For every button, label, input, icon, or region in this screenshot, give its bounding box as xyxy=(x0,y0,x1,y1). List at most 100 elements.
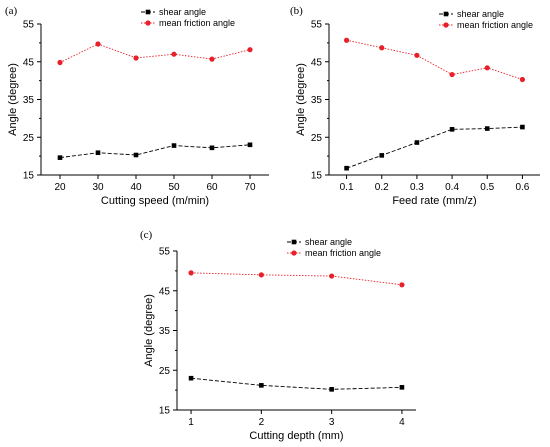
data-point xyxy=(209,145,215,151)
x-tick-label: 60 xyxy=(206,182,218,193)
y-tick-label: 45 xyxy=(311,57,323,68)
data-point xyxy=(399,385,405,390)
data-point xyxy=(95,150,101,156)
data-point xyxy=(95,41,101,47)
data-point xyxy=(259,383,264,388)
data-point xyxy=(188,270,194,276)
data-point xyxy=(344,165,349,171)
series-line xyxy=(59,144,251,159)
series-shear-angle xyxy=(344,124,525,171)
data-point xyxy=(484,65,490,71)
x-tick-label: 4 xyxy=(399,417,405,428)
x-tick-label: 0.2 xyxy=(375,182,389,193)
data-point xyxy=(209,56,215,62)
y-tick-label: 45 xyxy=(159,286,171,297)
y-axis-title: Angle (degree) xyxy=(295,63,307,136)
x-tick-label: 0.3 xyxy=(410,182,424,193)
series-line xyxy=(191,272,402,286)
y-tick-label: 55 xyxy=(159,247,171,258)
data-point xyxy=(519,76,526,83)
legend-marker xyxy=(291,250,297,256)
data-point xyxy=(247,47,253,53)
x-tick-label: 1 xyxy=(188,417,194,428)
x-tick-label: 40 xyxy=(130,182,142,193)
data-point xyxy=(329,273,335,279)
data-point xyxy=(57,59,63,66)
data-point xyxy=(449,71,455,78)
data-point xyxy=(171,143,177,148)
chart-panel-3: (c) 15 25 35 45 55 1 2 3 4 Cutting depth (mm) Angle… xyxy=(140,229,416,442)
x-axis-title: Feed rate (mm/z) xyxy=(392,195,476,207)
data-point xyxy=(329,387,334,392)
x-tick-label: 0.5 xyxy=(480,182,494,193)
panel-label: (a) xyxy=(5,5,18,17)
panel-label: (c) xyxy=(140,229,153,241)
legend-label: mean friction angle xyxy=(159,18,235,28)
y-tick-label: 15 xyxy=(311,171,323,182)
legend-label: mean friction angle xyxy=(457,20,533,30)
panel-label: (b) xyxy=(290,5,303,17)
y-tick-label: 55 xyxy=(23,20,35,31)
chart-panel-2: (b) 15 25 35 45 55 0.1 0.2 0.3 0.4 0.5 0.6 Feed rate… xyxy=(290,5,540,207)
legend-label: shear angle xyxy=(457,9,504,19)
y-tick-label: 35 xyxy=(23,95,35,106)
series-mean-friction-angle xyxy=(343,37,526,83)
x-tick-label: 50 xyxy=(168,182,180,193)
data-point xyxy=(379,45,385,51)
x-tick-label: 70 xyxy=(244,182,256,193)
x-tick-label: 0.1 xyxy=(340,182,354,193)
x-axis-title: Cutting depth (mm) xyxy=(249,430,343,442)
legend-marker xyxy=(145,9,151,15)
y-tick-label: 45 xyxy=(23,57,35,68)
data-point xyxy=(343,37,350,43)
series-mean-friction-angle xyxy=(57,41,253,66)
y-tick-label: 15 xyxy=(23,171,35,182)
x-axis-title: Cutting speed (m/min) xyxy=(101,195,209,207)
y-tick-label: 35 xyxy=(159,326,171,337)
x-tick-label: 20 xyxy=(54,182,66,193)
legend-marker xyxy=(145,20,151,26)
data-point xyxy=(133,152,139,158)
chart-panel-1: (a) 15 25 35 45 55 20 30 40 50 60 70 Cutting speed (… xyxy=(5,5,269,207)
x-tick-label: 2 xyxy=(259,417,265,428)
data-point xyxy=(171,51,177,57)
series-mean-friction-angle xyxy=(188,270,405,288)
legend-label: shear angle xyxy=(305,237,352,247)
data-point xyxy=(133,55,139,61)
data-point xyxy=(399,282,405,288)
legend-label: shear angle xyxy=(159,7,206,17)
series-line xyxy=(191,377,402,390)
y-tick-label: 35 xyxy=(311,95,323,106)
legend-marker xyxy=(443,22,449,28)
data-point xyxy=(379,153,385,158)
y-tick-label: 25 xyxy=(159,366,171,377)
data-point xyxy=(520,124,525,130)
series-line xyxy=(346,39,523,80)
y-tick-label: 55 xyxy=(311,20,323,31)
y-tick-label: 25 xyxy=(311,133,323,144)
x-tick-label: 30 xyxy=(92,182,104,193)
data-point xyxy=(188,375,194,381)
y-tick-label: 25 xyxy=(23,133,35,144)
legend-marker xyxy=(443,11,449,17)
data-point xyxy=(247,142,253,148)
y-axis-title: Angle (degree) xyxy=(143,294,155,367)
x-tick-label: 3 xyxy=(329,417,335,428)
series-line xyxy=(59,43,251,63)
legend-label: mean friction angle xyxy=(305,248,381,258)
x-tick-label: 0.4 xyxy=(445,182,459,193)
legend-marker xyxy=(291,239,297,245)
data-point xyxy=(57,155,63,160)
y-tick-label: 15 xyxy=(159,406,171,417)
series-shear-angle xyxy=(188,375,405,392)
data-point xyxy=(414,140,420,145)
series-shear-angle xyxy=(57,142,253,160)
data-point xyxy=(414,52,420,58)
data-point xyxy=(484,126,490,131)
x-tick-label: 0.6 xyxy=(515,182,529,193)
data-point xyxy=(258,272,264,278)
